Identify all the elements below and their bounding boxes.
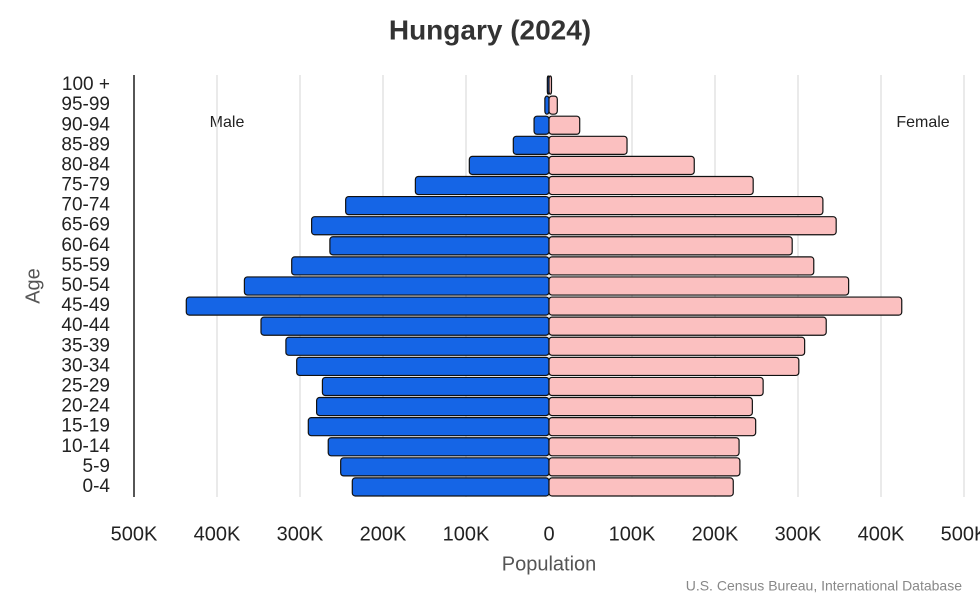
bar: [548, 336, 806, 356]
bar: [548, 236, 793, 256]
x-tick-label: 500K: [941, 523, 980, 545]
bar: [345, 195, 550, 216]
y-tick-label: 100 +: [62, 74, 110, 95]
bar: [548, 135, 628, 155]
bar: [548, 296, 903, 316]
y-axis-label: Age: [22, 268, 44, 304]
y-tick-label: 65-69: [61, 215, 110, 236]
x-tick-label: 200K: [692, 523, 739, 545]
bar: [185, 296, 550, 316]
bar: [311, 216, 550, 236]
bar: [548, 95, 558, 115]
bar: [548, 316, 827, 336]
y-tick-label: 25-29: [61, 375, 110, 396]
x-tick-label: 300K: [775, 523, 822, 545]
y-tick-label: 20-24: [61, 396, 110, 417]
bar: [548, 417, 757, 437]
bar: [548, 276, 850, 296]
bar: [548, 457, 741, 477]
y-tick-label: 85-89: [61, 134, 110, 155]
y-tick-label: 90-94: [61, 114, 110, 135]
x-tick-label: 200K: [360, 523, 407, 545]
legend-label: Male: [210, 114, 245, 131]
x-tick-label: 400K: [194, 523, 241, 545]
bar: [243, 276, 550, 296]
y-tick-label: 0-4: [83, 476, 111, 497]
bar: [260, 316, 550, 336]
bar: [468, 155, 550, 176]
bar: [548, 216, 837, 236]
y-tick-label: 5-9: [83, 456, 110, 477]
x-tick-label: 100K: [443, 523, 490, 545]
bar: [548, 155, 695, 176]
x-tick-label: 400K: [858, 523, 905, 545]
legend-label: Female: [896, 114, 949, 131]
y-tick-label: 30-34: [61, 355, 110, 376]
y-tick-label: 50-54: [61, 275, 110, 296]
bar: [291, 256, 550, 276]
y-tick-label: 10-14: [61, 436, 110, 457]
source-note: U.S. Census Bureau, International Databa…: [686, 578, 962, 594]
bar: [512, 135, 550, 155]
x-tick-label: 300K: [277, 523, 324, 545]
bar: [316, 396, 550, 417]
bar: [296, 356, 550, 377]
bar: [548, 477, 734, 497]
bar: [285, 336, 550, 356]
bar: [548, 396, 753, 417]
y-tick-label: 40-44: [61, 315, 110, 336]
y-tick-label: 80-84: [61, 154, 110, 175]
y-tick-label: 75-79: [61, 175, 110, 196]
x-axis-label: Population: [502, 553, 597, 575]
y-tick-label: 15-19: [61, 416, 110, 437]
x-tick-label: 100K: [609, 523, 656, 545]
bar: [548, 115, 581, 135]
bar: [307, 417, 550, 437]
bar: [548, 75, 553, 95]
y-tick-label: 45-49: [61, 295, 110, 316]
bar: [544, 95, 550, 115]
bar: [533, 115, 550, 135]
chart-title: Hungary (2024): [389, 14, 591, 45]
bar: [548, 376, 764, 397]
bar: [548, 175, 754, 196]
y-tick-label: 70-74: [61, 195, 110, 216]
bar: [548, 437, 740, 457]
bar: [327, 437, 550, 457]
bar: [321, 376, 550, 397]
bar: [548, 195, 824, 216]
y-tick-label: 60-64: [61, 235, 110, 256]
x-tick-label: 500K: [111, 523, 158, 545]
bar: [548, 356, 800, 377]
y-tick-label: 55-59: [61, 255, 110, 276]
x-tick-label: 0: [543, 523, 554, 545]
y-tick-label: 95-99: [61, 94, 110, 115]
bar: [329, 236, 550, 256]
bar: [340, 457, 550, 477]
y-tick-label: 35-39: [61, 335, 110, 356]
bar: [351, 477, 550, 497]
bar: [414, 175, 550, 196]
bar: [548, 256, 815, 276]
